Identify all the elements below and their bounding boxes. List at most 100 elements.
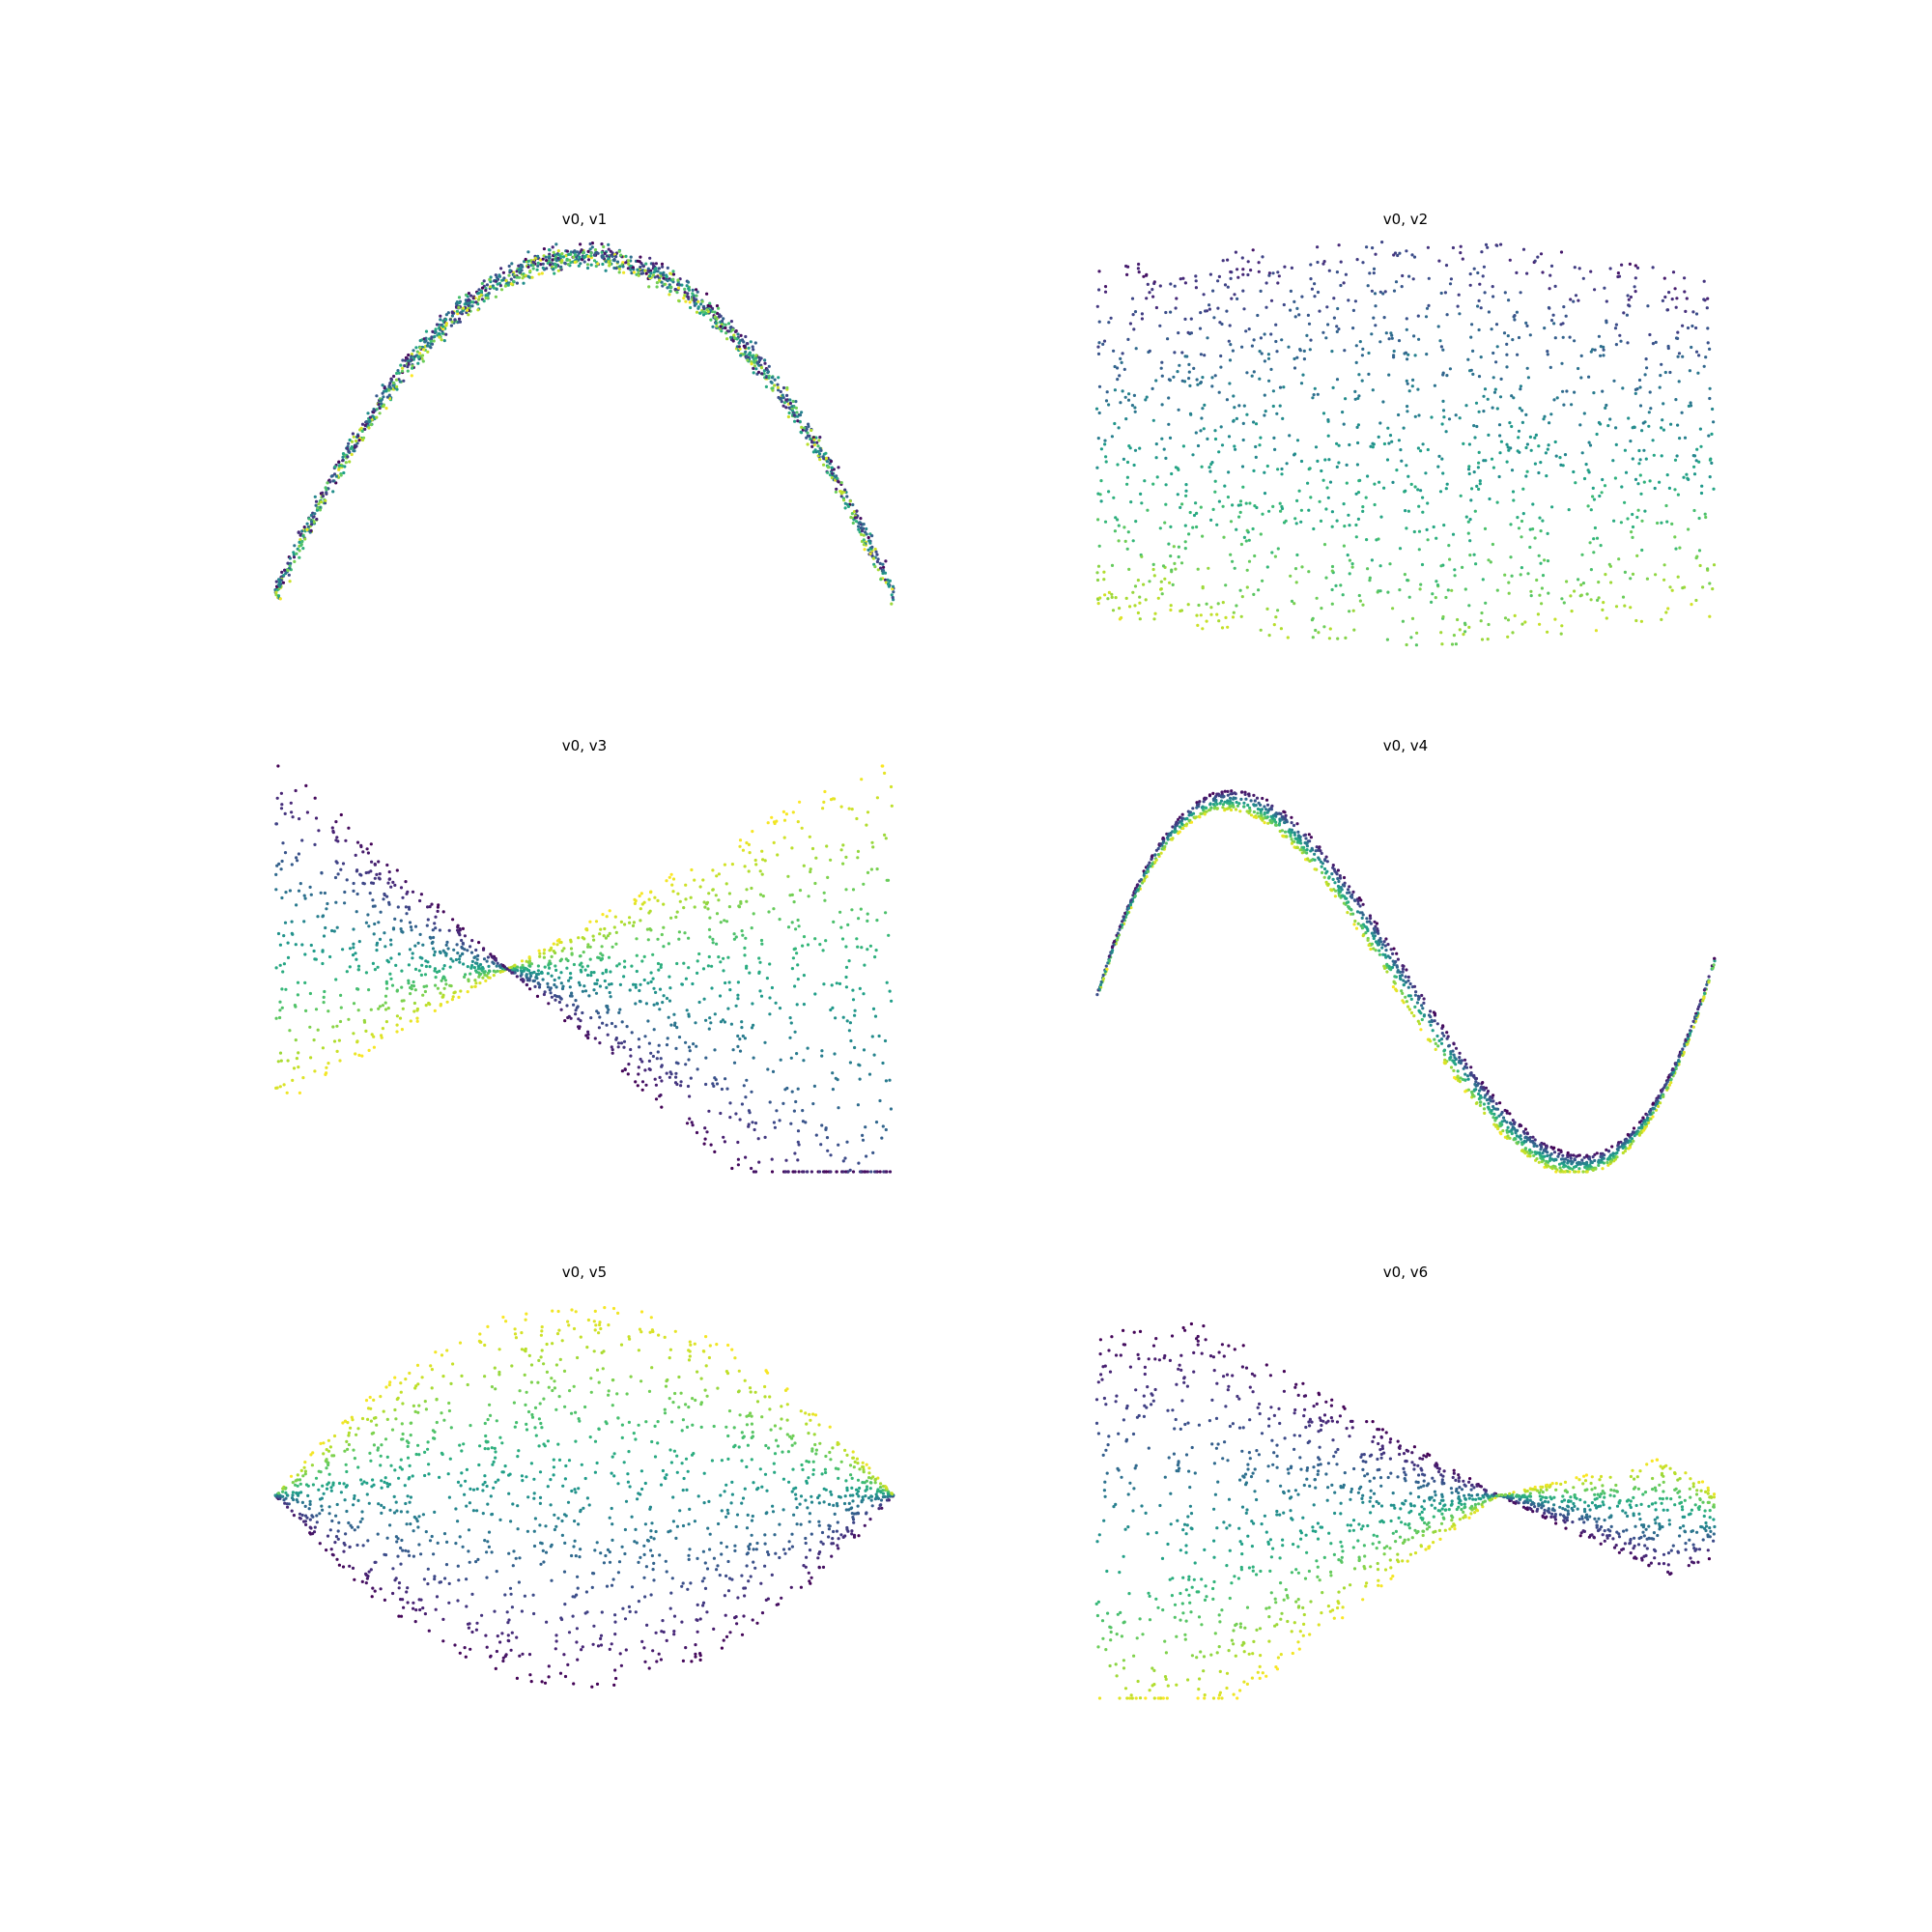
- scatter-point: [397, 371, 401, 375]
- scatter-point: [1257, 588, 1261, 592]
- scatter-point: [1526, 1154, 1530, 1158]
- scatter-point: [1677, 352, 1682, 355]
- scatter-point: [862, 538, 866, 542]
- scatter-point: [682, 297, 686, 300]
- scatter-point: [1459, 244, 1463, 248]
- scatter-point: [369, 423, 373, 427]
- scatter-point: [793, 984, 797, 988]
- scatter-point: [839, 481, 843, 485]
- scatter-point: [1546, 559, 1550, 563]
- scatter-point: [561, 255, 565, 259]
- scatter-point: [605, 1004, 609, 1009]
- scatter-point: [586, 258, 591, 262]
- scatter-point: [1163, 521, 1167, 525]
- scatter-point: [691, 981, 695, 986]
- scatter-point: [845, 1140, 849, 1144]
- scatter-point: [1676, 355, 1680, 358]
- scatter-point: [1616, 271, 1620, 275]
- scatter-point: [1494, 323, 1499, 327]
- scatter-point: [575, 257, 579, 261]
- scatter-point: [1194, 501, 1198, 505]
- scatter-point: [1691, 310, 1695, 314]
- scatter-point: [701, 313, 706, 317]
- scatter-point: [1561, 335, 1565, 339]
- scatter-point: [1499, 377, 1503, 381]
- scatter-point: [457, 301, 462, 305]
- scatter-point: [394, 378, 399, 382]
- scatter-point: [690, 1121, 694, 1124]
- scatter-point: [1405, 317, 1408, 321]
- scatter-point: [866, 870, 870, 874]
- scatter-point: [1101, 342, 1105, 346]
- scatter-point: [1608, 267, 1612, 270]
- scatter-point: [637, 273, 640, 277]
- scatter-point: [324, 498, 327, 502]
- scatter-point: [693, 878, 696, 882]
- scatter-point: [855, 816, 859, 821]
- scatter-point: [830, 476, 835, 480]
- scatter-point: [467, 313, 470, 317]
- scatter-point: [477, 295, 481, 298]
- scatter-point: [851, 888, 856, 892]
- scatter-point: [1599, 544, 1603, 548]
- scatter-point: [667, 942, 670, 946]
- scatter-point: [1194, 286, 1198, 290]
- scatter-point: [1355, 258, 1359, 262]
- scatter-point: [1209, 612, 1213, 616]
- scatter-point: [354, 439, 358, 443]
- scatter-point: [1412, 529, 1416, 534]
- scatter-point: [653, 895, 657, 899]
- scatter-point: [1708, 582, 1712, 585]
- scatter-point: [831, 471, 835, 475]
- scatter-point: [776, 385, 781, 389]
- scatter-point: [1342, 281, 1346, 285]
- scatter-point: [444, 943, 448, 947]
- scatter-point: [372, 1035, 376, 1038]
- scatter-point: [1160, 437, 1164, 440]
- scatter-point: [808, 434, 811, 438]
- scatter-point: [1315, 845, 1319, 849]
- scatter-point: [785, 1086, 789, 1091]
- scatter-point: [629, 268, 633, 271]
- scatter-point: [651, 977, 655, 980]
- scatter-point: [1289, 308, 1293, 312]
- scatter-point: [600, 945, 604, 949]
- scatter-point: [378, 872, 382, 876]
- scatter-point: [1239, 542, 1243, 547]
- scatter-point: [1511, 490, 1516, 494]
- scatter-point: [510, 262, 514, 266]
- scatter-point: [581, 965, 584, 969]
- scatter-point: [1226, 625, 1230, 629]
- scatter-point: [1139, 492, 1143, 496]
- scatter-point: [1696, 1008, 1700, 1011]
- scatter-point: [810, 444, 814, 448]
- scatter-point: [574, 1012, 578, 1016]
- scatter-point: [1300, 295, 1304, 298]
- scatter-point: [825, 460, 830, 464]
- scatter-point: [1201, 376, 1205, 380]
- scatter-point: [1387, 441, 1391, 445]
- scatter-point: [1520, 519, 1524, 524]
- scatter-point: [1264, 410, 1267, 413]
- scatter-point: [1427, 303, 1431, 307]
- scatter-point: [695, 298, 698, 301]
- scatter-point: [781, 810, 786, 813]
- scatter-point: [1138, 446, 1142, 450]
- scatter-point: [1517, 335, 1521, 340]
- scatter-point: [334, 474, 338, 478]
- scatter-point: [1274, 615, 1278, 619]
- scatter-point: [1438, 490, 1443, 494]
- scatter-point: [1658, 480, 1662, 484]
- scatter-point: [1342, 502, 1346, 506]
- scatter-point: [1604, 406, 1607, 410]
- scatter-point: [1598, 494, 1602, 498]
- scatter-point: [868, 552, 872, 555]
- scatter-point: [1475, 424, 1479, 429]
- scatter-point: [1184, 494, 1188, 497]
- scatter-point: [865, 532, 868, 536]
- scatter-point: [428, 1003, 432, 1007]
- scatter-point: [790, 921, 794, 924]
- scatter-point: [401, 930, 405, 934]
- scatter-point: [341, 455, 345, 459]
- scatter-point: [781, 404, 785, 408]
